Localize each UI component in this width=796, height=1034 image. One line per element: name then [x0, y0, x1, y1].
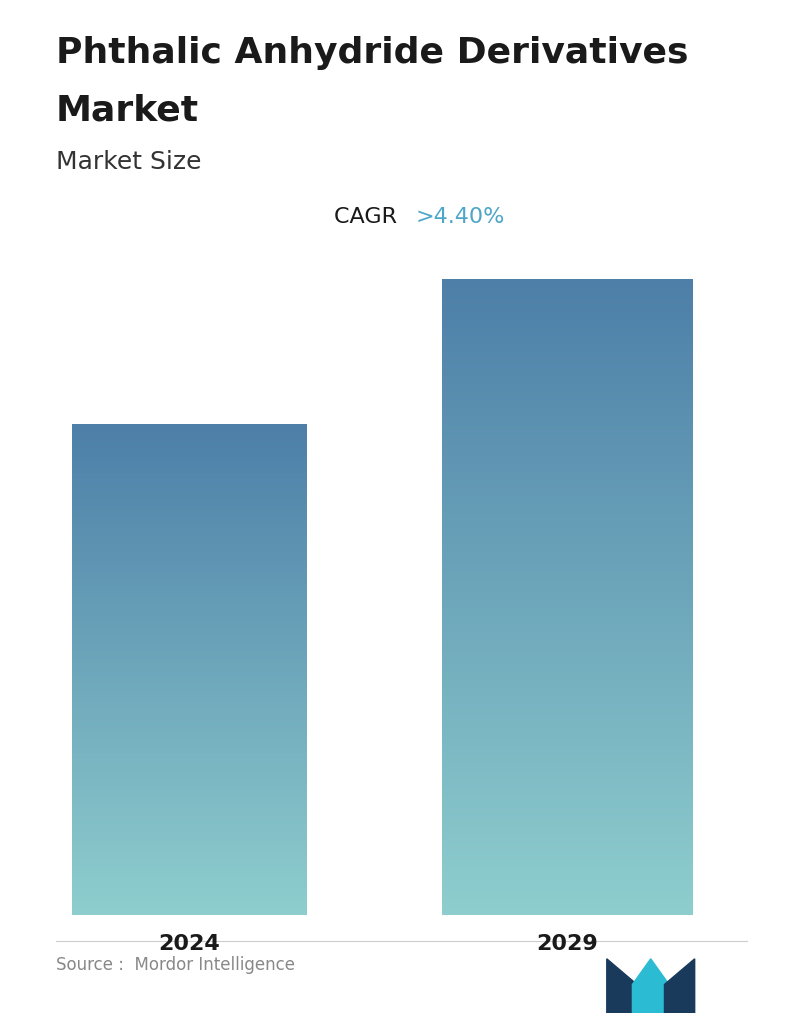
- Text: CAGR: CAGR: [334, 207, 404, 226]
- Text: >4.40%: >4.40%: [416, 207, 505, 226]
- Text: Market: Market: [56, 93, 199, 127]
- Polygon shape: [607, 959, 637, 1013]
- Text: Source :  Mordor Intelligence: Source : Mordor Intelligence: [56, 956, 295, 974]
- Text: 2029: 2029: [537, 934, 598, 953]
- Text: 2024: 2024: [158, 934, 220, 953]
- Text: Phthalic Anhydride Derivatives: Phthalic Anhydride Derivatives: [56, 36, 689, 70]
- Polygon shape: [633, 959, 669, 1013]
- Text: Market Size: Market Size: [56, 150, 201, 174]
- Polygon shape: [665, 959, 695, 1013]
